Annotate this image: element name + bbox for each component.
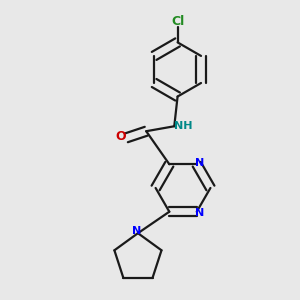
- Text: Cl: Cl: [171, 15, 184, 28]
- Text: O: O: [116, 130, 126, 143]
- Text: NH: NH: [174, 121, 192, 130]
- Text: N: N: [195, 208, 204, 218]
- Text: N: N: [132, 226, 142, 236]
- Text: N: N: [195, 158, 204, 168]
